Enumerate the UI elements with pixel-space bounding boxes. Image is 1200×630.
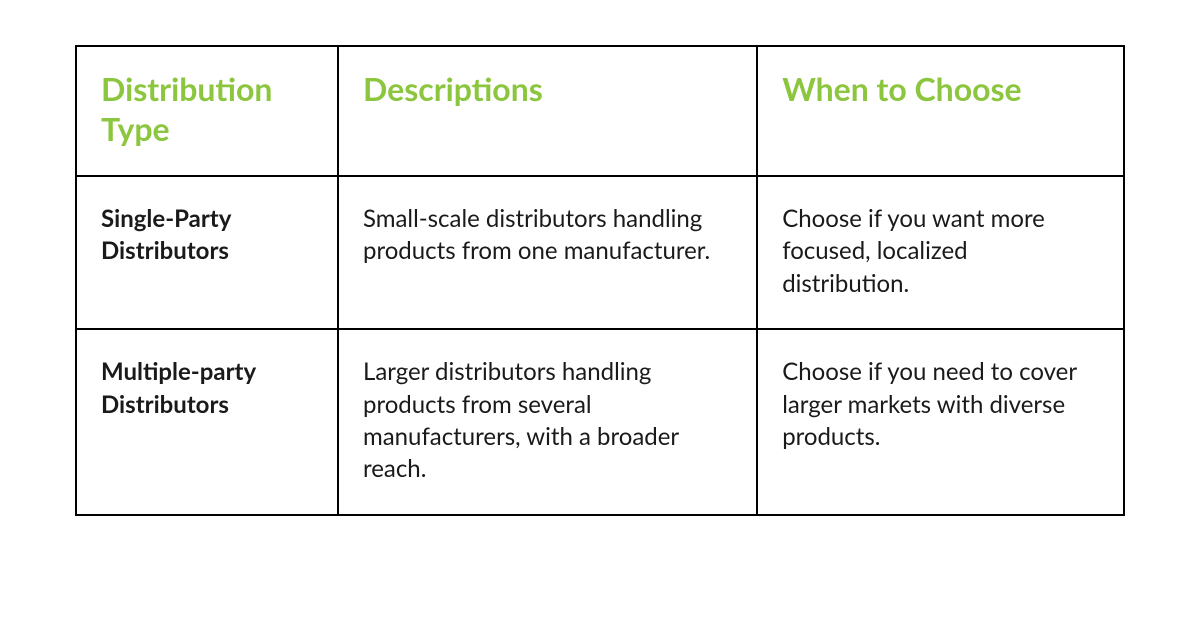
row-when-to-choose: Choose if you need to cover larger marke… xyxy=(757,329,1124,515)
row-name: Multiple-party Distributors xyxy=(76,329,338,515)
row-description: Larger distributors handling products fr… xyxy=(338,329,757,515)
row-when-to-choose: Choose if you want more focused, localiz… xyxy=(757,176,1124,329)
table-header-row: Distribution Type Descriptions When to C… xyxy=(76,46,1124,176)
table-row: Single-Party Distributors Small-scale di… xyxy=(76,176,1124,329)
col-header-when-to-choose: When to Choose xyxy=(757,46,1124,176)
table-row: Multiple-party Distributors Larger distr… xyxy=(76,329,1124,515)
col-header-distribution-type: Distribution Type xyxy=(76,46,338,176)
col-header-descriptions: Descriptions xyxy=(338,46,757,176)
page: Distribution Type Descriptions When to C… xyxy=(0,0,1200,630)
table-head: Distribution Type Descriptions When to C… xyxy=(76,46,1124,176)
row-name: Single-Party Distributors xyxy=(76,176,338,329)
distribution-table: Distribution Type Descriptions When to C… xyxy=(75,45,1125,516)
row-description: Small-scale distributors handling produc… xyxy=(338,176,757,329)
table-body: Single-Party Distributors Small-scale di… xyxy=(76,176,1124,515)
